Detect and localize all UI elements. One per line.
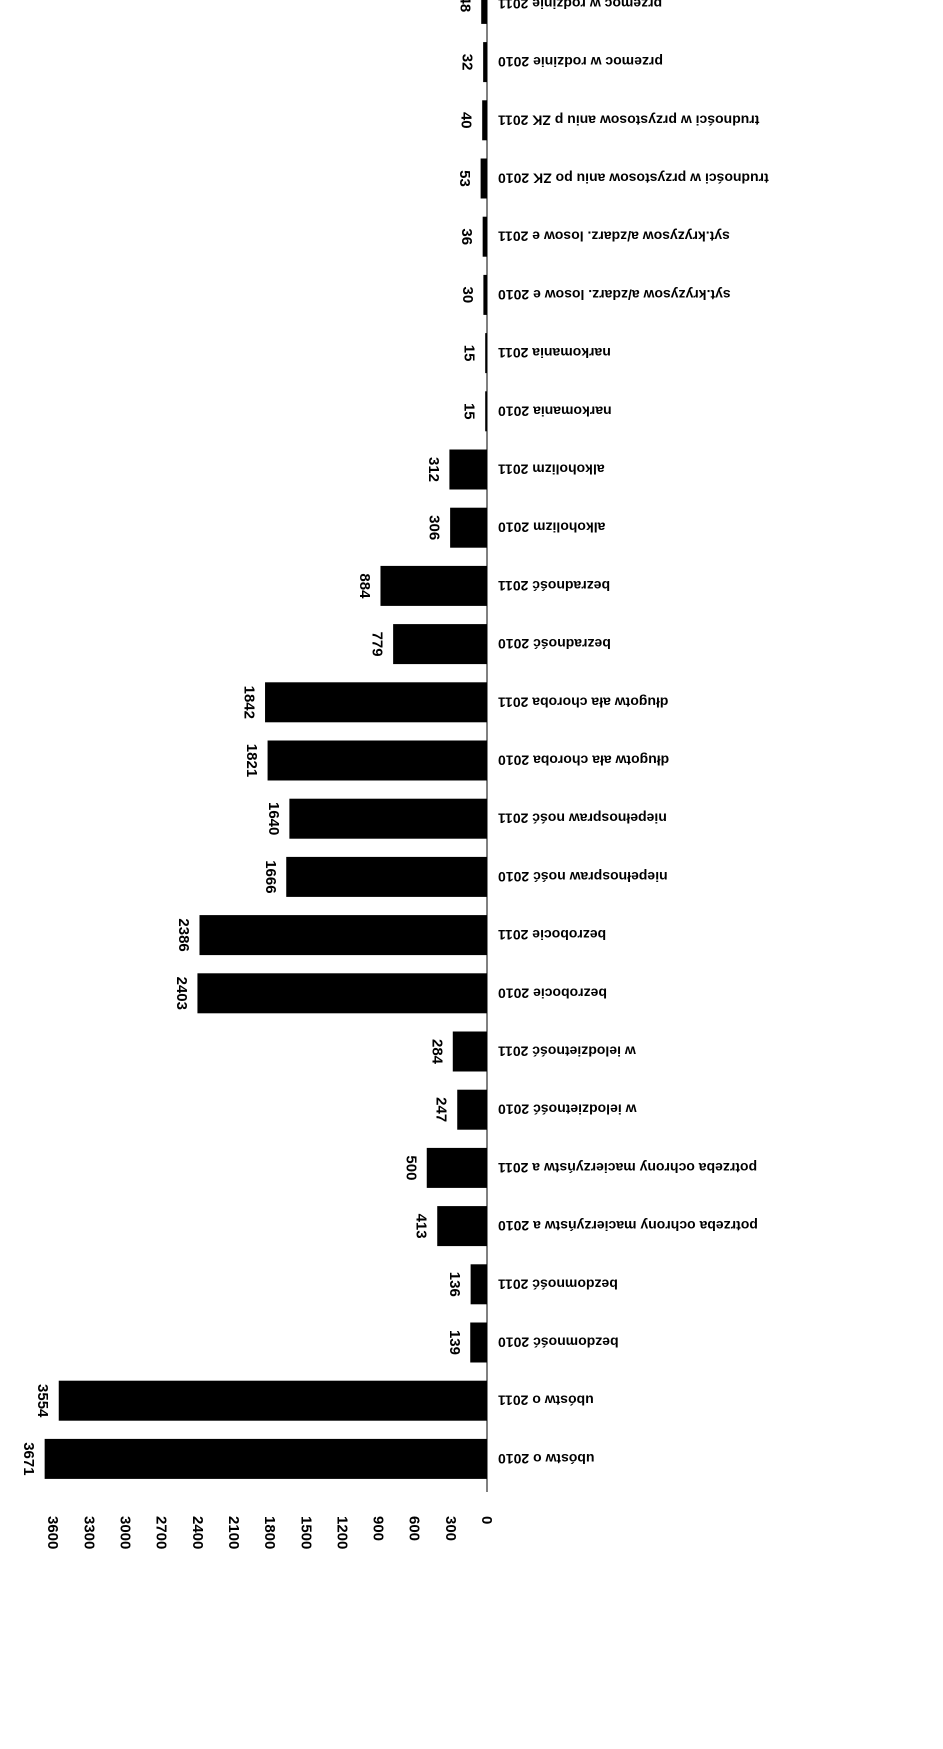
category-label: trudności w przystosow aniu po ZK 2010: [498, 171, 769, 187]
value-axis-tick-label: 2100: [225, 1516, 242, 1549]
category-label: syt.kryzysow a/zdarz. losow e 2011: [498, 229, 730, 245]
data-label: 1640: [265, 802, 282, 835]
category-label: bezdomność 2011: [498, 1276, 618, 1292]
value-axis-tick-label: 0: [478, 1516, 495, 1524]
data-label: 413: [413, 1214, 430, 1239]
category-label: bezrobocie 2010: [498, 985, 607, 1001]
data-label: 32: [459, 54, 476, 71]
bar: [470, 1322, 487, 1363]
data-label: 2386: [175, 918, 192, 951]
category-label: alkoholizm 2010: [498, 520, 606, 536]
rotated-plot-area: 0 300 600 900 1200 1500 1800 2100 2400 2700 3000 33…: [20, 0, 769, 1549]
value-axis-tick-label: 300: [442, 1516, 459, 1541]
data-label: 1821: [243, 744, 260, 777]
data-label: 312: [425, 457, 442, 482]
value-axis-tick-label: 900: [370, 1516, 387, 1541]
value-axis-tick-label: 3600: [44, 1516, 61, 1549]
value-axis-tick-label: 2400: [189, 1516, 206, 1549]
data-label: 40: [458, 112, 475, 129]
bar: [457, 1089, 487, 1130]
bar: [44, 1438, 487, 1479]
category-label: bezdomność 2010: [498, 1335, 619, 1351]
data-label: 3554: [34, 1384, 51, 1418]
data-label: 306: [426, 515, 443, 540]
bar: [452, 1031, 487, 1072]
category-label: przemoc w rodzinie 2011: [498, 0, 662, 12]
data-label: 884: [356, 573, 373, 599]
bar: [482, 100, 487, 141]
category-label: w ielodzietność 2010: [498, 1102, 638, 1118]
data-label: 2403: [173, 977, 190, 1010]
category-label: syt.kryzysow a/zdarz. losow e 2010: [498, 287, 731, 303]
category-label: trudności w przystosow aniu p ZK 2011: [498, 112, 760, 128]
value-axis-tick-label: 1800: [261, 1516, 278, 1549]
category-label: potrzeba ochrony macierzyństw a 2011: [498, 1160, 757, 1176]
value-axis-tick-label: 2700: [153, 1516, 170, 1549]
bar: [58, 1380, 487, 1421]
bar: [450, 507, 487, 548]
category-label: w ielodzietność 2011: [498, 1044, 637, 1060]
bar: [470, 1264, 487, 1305]
bar: [481, 0, 487, 24]
bar: [265, 682, 487, 723]
category-label: niepełnospraw ność 2011: [498, 811, 667, 827]
bar: [197, 973, 487, 1014]
value-axis-tick-label: 600: [406, 1516, 423, 1541]
category-label: bezrobocie 2011: [498, 927, 606, 943]
bars: [44, 0, 487, 1479]
data-label: 779: [369, 632, 386, 657]
data-label: 48: [457, 0, 474, 12]
data-label: 247: [433, 1097, 450, 1122]
bar: [437, 1206, 487, 1247]
category-label: potrzeba ochrony macierzyństw a 2010: [498, 1218, 758, 1234]
data-label: 500: [402, 1155, 419, 1180]
category-label: bezradność 2011: [498, 578, 610, 594]
data-label: 1842: [241, 686, 258, 719]
category-label: przemoc w rodzinie 2010: [498, 54, 663, 70]
data-label: 136: [446, 1272, 463, 1297]
data-label: 139: [446, 1330, 463, 1355]
bar: [480, 158, 487, 199]
data-label: 53: [456, 170, 473, 187]
bar: [393, 624, 487, 665]
value-axis-tick-label: 3300: [80, 1516, 97, 1549]
value-axis-ticks: 0 300 600 900 1200 1500 1800 2100 2400 2700 3000 33…: [44, 1516, 495, 1549]
category-label: ubóstw o 2011: [498, 1393, 594, 1409]
category-label: ubóstw o 2010: [498, 1451, 595, 1467]
data-label: 284: [428, 1039, 445, 1065]
bar: [426, 1147, 487, 1188]
bar: [289, 798, 487, 839]
bar: [286, 856, 487, 897]
category-label: narkomania 2011: [498, 345, 611, 361]
bar: [449, 449, 487, 490]
bar: [483, 274, 487, 315]
category-label: niepełnospraw ność 2010: [498, 869, 668, 885]
bar: [485, 391, 487, 432]
data-label: 3671: [20, 1442, 37, 1475]
bar: [482, 216, 487, 257]
value-labels: 3671 3554 139 136 413 500 247 284 2403 2386 1666 16…: [20, 0, 478, 1476]
bar: [199, 915, 487, 956]
data-label: 1666: [262, 860, 279, 893]
bar: [380, 565, 487, 606]
value-axis-tick-label: 1500: [297, 1516, 314, 1549]
data-label: 36: [458, 228, 475, 245]
data-label: 15: [461, 345, 478, 362]
category-label: długotw ała choroba 2010: [498, 753, 669, 769]
value-axis-tick-label: 1200: [333, 1516, 350, 1549]
bar: [483, 42, 487, 83]
category-label: narkomania 2010: [498, 403, 612, 419]
category-labels: ubóstw o 2010 ubóstw o 2011 bezdomność 201…: [498, 0, 769, 1467]
category-label: bezradność 2010: [498, 636, 611, 652]
bar: [485, 333, 487, 374]
data-label: 15: [461, 403, 478, 420]
category-label: alkoholizm 2011: [498, 462, 605, 478]
category-label: długotw ała choroba 2011: [498, 694, 669, 710]
value-axis-tick-label: 3000: [117, 1516, 134, 1549]
data-label: 30: [459, 287, 476, 304]
bar: [267, 740, 487, 781]
